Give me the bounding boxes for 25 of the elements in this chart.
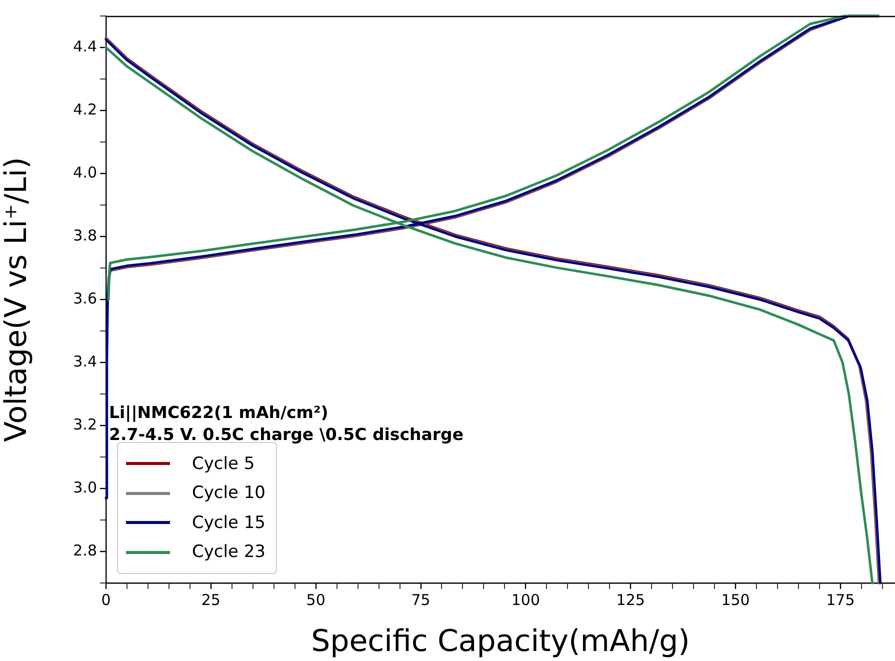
x-axis-title: Specific Capacity(mAh/g): [311, 624, 690, 659]
y-tick-label: 3.6: [73, 289, 97, 308]
x-tick-label: 25: [201, 590, 220, 609]
y-tick-label: 3.8: [73, 226, 97, 244]
legend-label: Cycle 15: [192, 512, 266, 533]
y-tick-label: 4.0: [73, 163, 97, 182]
x-tick-label: 175: [826, 590, 855, 609]
x-tick-label: 75: [411, 590, 430, 609]
y-tick-label: 4.4: [73, 37, 97, 56]
y-tick-label: 2.8: [73, 541, 97, 560]
y-tick-label: 3.0: [73, 478, 97, 496]
x-tick-label: 125: [616, 590, 645, 609]
y-tick-label: 3.2: [73, 415, 97, 434]
x-tick-label: 150: [721, 590, 750, 609]
y-tick-label: 3.4: [73, 352, 97, 370]
x-tick-label: 100: [511, 590, 540, 609]
annotation: 2.7-4.5 V. 0.5C charge \0.5C discharge: [109, 424, 464, 446]
x-tick-label: 50: [306, 590, 326, 609]
y-axis-title: Voltage(V vs Li⁺/Li): [0, 157, 34, 442]
legend-label: Cycle 23: [192, 542, 266, 562]
legend-label: Cycle 10: [192, 483, 266, 504]
x-tick-label: 0: [101, 590, 111, 609]
y-tick-label: 4.2: [73, 100, 97, 118]
legend-label: Cycle 5: [192, 454, 255, 474]
annotation: Li||NMC622(1 mAh/cm²): [109, 402, 330, 424]
